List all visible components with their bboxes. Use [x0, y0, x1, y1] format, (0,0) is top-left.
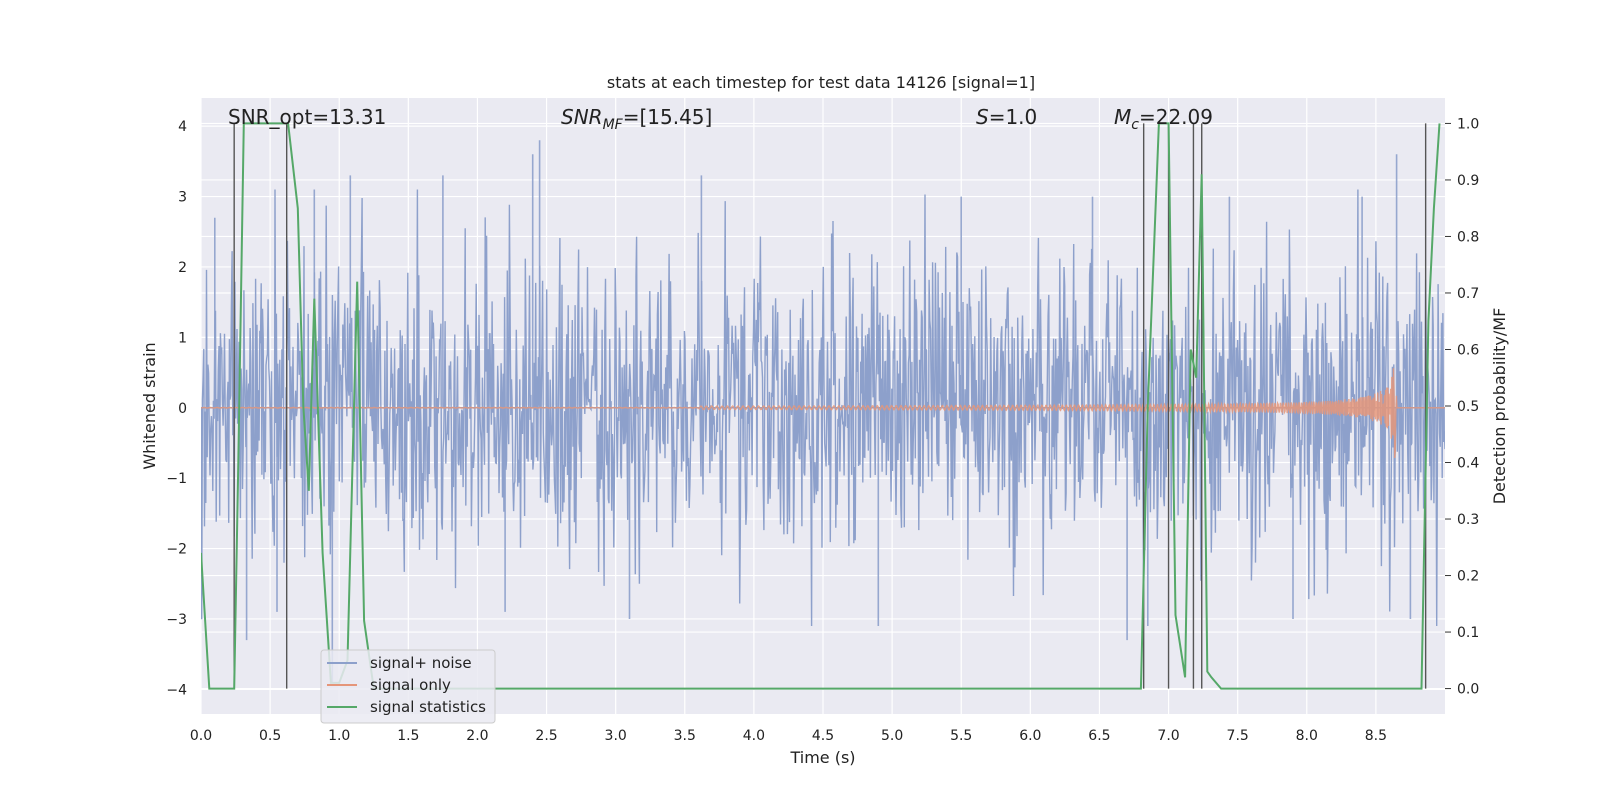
annotation-s: S=1.0 [976, 105, 1037, 129]
y-left-tick-label: 2 [178, 260, 187, 276]
chart-title: stats at each timestep for test data 141… [607, 73, 1035, 92]
legend-box [320, 649, 496, 724]
x-tick-label: 5.5 [950, 728, 972, 744]
x-tick-label: 6.0 [1019, 728, 1041, 744]
x-tick-label: 7.5 [1227, 728, 1249, 744]
x-tick-label: 6.5 [1088, 728, 1110, 744]
annotation-snr-opt: SNR_opt=13.31 [228, 105, 386, 129]
x-tick-label: 3.5 [674, 728, 696, 744]
x-tick-label: 1.5 [397, 728, 419, 744]
y-axis-left-label: Whitened strain [140, 342, 159, 469]
snr-mf-value: =[15.45] [623, 105, 713, 129]
detection-markers [233, 123, 1427, 689]
y-axis-right-label: Detection probability/MF [1490, 308, 1509, 505]
y-left-tick-label: −3 [166, 612, 187, 628]
snr-mf-sub: MF [603, 117, 624, 133]
y-right-tick-label: 0.4 [1457, 456, 1479, 472]
y-right-tick-label: 0.8 [1457, 229, 1479, 245]
mc-sub: c [1131, 117, 1139, 133]
y-left-tick-label: 3 [178, 190, 187, 206]
x-tick-label: 8.0 [1296, 728, 1318, 744]
y-right-tick-label: 0.6 [1457, 342, 1479, 358]
x-tick-label: 4.0 [743, 728, 765, 744]
mc-label: M [1114, 105, 1131, 129]
y-right-tick-label: 0.5 [1457, 399, 1479, 415]
x-tick-label: 2.5 [535, 728, 557, 744]
y-right-tick-label: 0.9 [1457, 173, 1479, 189]
x-tick-label: 3.0 [605, 728, 627, 744]
snr-mf-label: SNR [561, 105, 603, 129]
x-axis-ticks: 0.0 0.5 1.0 1.5 2.0 2.5 3.0 3.5 4.0 4.5 5.0 5.5 6.0 6… [190, 728, 1387, 744]
legend-label-noise: signal+ noise [370, 654, 472, 672]
y-left-tick-label: −4 [166, 682, 187, 698]
y-right-tick-label: 0.7 [1457, 286, 1479, 302]
x-tick-label: 8.5 [1365, 728, 1387, 744]
x-tick-label: 1.0 [328, 728, 350, 744]
x-tick-label: 2.0 [466, 728, 488, 744]
legend: signal+ noise signal only signal statist… [320, 649, 496, 724]
x-tick-label: 0.5 [259, 728, 281, 744]
s-value: =1.0 [989, 105, 1038, 129]
noise-spikes [214, 140, 1412, 683]
y-right-tick-label: 0.2 [1457, 569, 1479, 585]
x-axis-label: Time (s) [789, 748, 855, 767]
y-left-tick-label: 4 [178, 119, 187, 135]
s-label: S [976, 105, 989, 129]
y-left-tick-label: 1 [178, 330, 187, 346]
x-tick-label: 0.0 [190, 728, 212, 744]
mc-value: =22.09 [1139, 105, 1213, 129]
legend-label-signal: signal only [370, 676, 451, 694]
noise-series [201, 189, 1445, 627]
signal-series [201, 368, 1445, 459]
annotation-snr-mf: SNRMF=[15.45] [561, 105, 712, 133]
y-right-tick-label: 0.0 [1457, 682, 1479, 698]
y-axis-left-ticks: 4 3 2 1 0 −1 −2 −3 −4 [166, 119, 187, 698]
y-right-tick-label: 1.0 [1457, 116, 1479, 132]
y-axis-right-ticks: 1.0 0.9 0.8 0.7 0.6 0.5 0.4 0.3 0.2 0.1 0.0 [1445, 116, 1479, 698]
y-left-tick-label: 0 [178, 401, 187, 417]
y-left-tick-label: −1 [166, 471, 187, 487]
x-tick-label: 5.0 [881, 728, 903, 744]
x-tick-label: 4.5 [812, 728, 834, 744]
annotation-mc: Mc=22.09 [1114, 105, 1213, 133]
y-right-tick-label: 0.3 [1457, 512, 1479, 528]
y-right-tick-label: 0.1 [1457, 625, 1479, 641]
legend-label-stats: signal statistics [370, 698, 486, 716]
x-tick-label: 7.0 [1157, 728, 1179, 744]
y-left-tick-label: −2 [166, 542, 187, 558]
